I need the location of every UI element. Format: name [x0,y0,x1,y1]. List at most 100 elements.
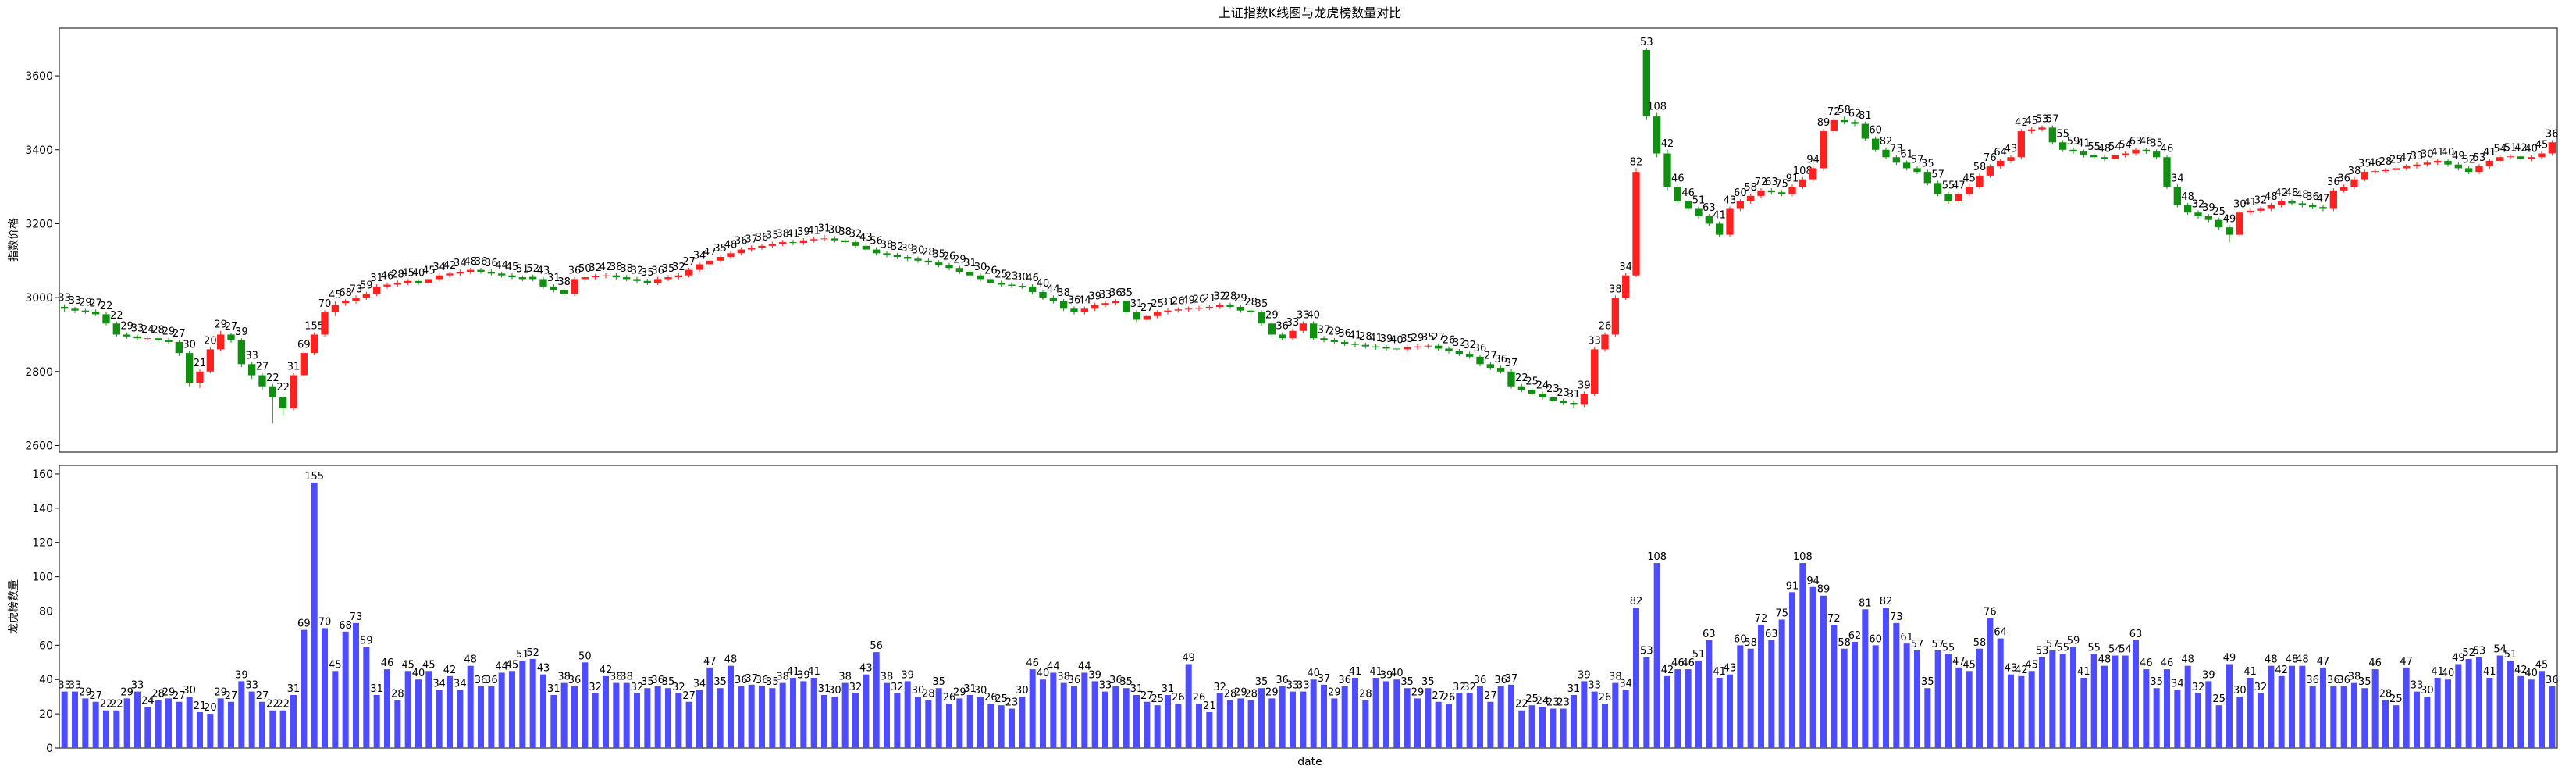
bar [2215,705,2222,748]
bar-label: 58 [1744,637,1757,649]
candle-body [758,245,766,248]
count-label: 30 [828,225,841,237]
bar-label: 28 [391,689,404,700]
count-label: 39 [1088,291,1101,303]
candle-body [1404,347,1411,350]
x-axis-label: date [1297,756,1322,768]
bar-label: 45 [329,659,342,671]
bar-label: 32 [891,682,904,693]
count-label: 45 [329,290,342,301]
candle-body [1966,187,1973,194]
count-label: 42 [2514,142,2528,154]
bar [1165,694,1171,748]
count-label: 25 [1525,376,1539,388]
bar [415,679,422,748]
candle-body [112,323,120,335]
bar [373,694,380,748]
count-label: 21 [1203,293,1216,305]
count-label: 82 [1630,156,1643,168]
bar-label: 70 [318,616,332,628]
candle-body [144,338,151,340]
candle-body [1570,403,1578,405]
count-label: 48 [2265,191,2278,203]
candle-body [966,271,974,276]
bar-label: 28 [1244,689,1258,700]
y-tick-label: 100 [32,572,53,584]
candle-body [623,277,631,280]
bar [1841,648,1848,748]
bar [92,701,99,748]
candle-body [415,280,422,283]
bar-label: 46 [2140,657,2153,669]
y-tick-label: 3600 [25,70,53,83]
candle-body [873,249,881,254]
bar-label: 21 [1203,700,1216,712]
bar-label: 27 [1140,690,1154,702]
bar-label: 36 [1494,675,1507,686]
count-label: 48 [2286,187,2299,199]
bar [2258,693,2264,748]
count-label: 40 [2442,147,2455,159]
count-label: 28 [1224,291,1237,303]
count-label: 46 [1671,173,1685,184]
bar-label: 89 [1817,584,1831,596]
candle-body [393,283,401,285]
count-label: 59 [2067,136,2080,148]
bar [2112,655,2119,748]
bar [447,675,453,748]
candle-body [2215,219,2223,228]
bar-label: 30 [183,685,196,697]
bar-label: 21 [194,700,207,712]
candle-body [2475,166,2483,173]
bar-label: 72 [1755,613,1768,625]
bar [207,714,214,748]
bar-label: 73 [1890,611,1903,623]
bar-label: 50 [578,650,592,662]
candle-body [300,353,308,376]
bar-label: 32 [631,682,644,693]
bar [363,647,370,748]
bar-label: 38 [1609,672,1622,683]
bar-label: 33 [1297,680,1310,692]
candle-body [1591,349,1599,394]
bar-label: 33 [58,680,71,692]
bar-label: 44 [495,661,508,672]
bar [1758,625,1764,748]
bar-label: 42 [600,665,613,676]
bar [2090,654,2097,748]
bar [717,688,724,748]
candle-body [2309,205,2317,208]
bar [1706,640,1713,748]
bar [1091,681,1098,748]
bar [613,682,620,748]
candle-body [1101,303,1109,305]
candle-body [1830,119,1838,132]
bar-label: 46 [1681,657,1695,669]
candle-body [1174,309,1182,311]
bar [2028,671,2035,748]
candle-body [1361,344,1369,347]
bar [248,691,255,748]
bar [550,694,557,748]
bar-label: 22 [100,699,113,711]
count-label: 33 [131,323,144,334]
bar-label: 48 [2296,654,2309,666]
bar-label: 31 [287,683,301,695]
count-label: 32 [589,262,602,274]
candle-body [383,284,391,287]
bar [1987,618,1994,748]
count-label: 31 [818,223,831,235]
count-label: 31 [963,258,977,269]
bar [529,658,536,748]
bar-label: 42 [2015,665,2028,676]
count-label: 51 [2504,142,2517,154]
bar [966,694,973,748]
bar-label: 36 [2546,675,2559,686]
bar [873,652,880,748]
count-label: 45 [506,262,519,273]
bar-label: 29 [1328,686,1341,698]
bar-label: 64 [1994,627,2007,639]
candle-body [165,340,173,342]
bar-label: 39 [1578,669,1591,681]
count-label: 27 [682,256,696,268]
